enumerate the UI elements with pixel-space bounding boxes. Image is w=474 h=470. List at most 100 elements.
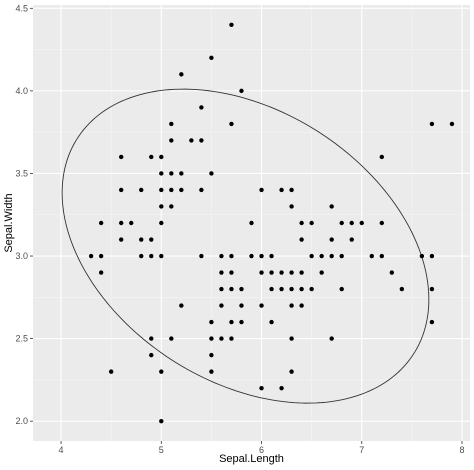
data-point (449, 121, 455, 127)
data-point (269, 319, 274, 325)
y-tick-label: 2.5 (15, 334, 28, 344)
data-point (289, 336, 294, 341)
data-point (319, 270, 324, 275)
data-point (159, 418, 164, 424)
data-point (369, 253, 374, 259)
data-point (259, 385, 264, 391)
data-point (209, 55, 214, 61)
data-point (299, 286, 304, 292)
data-point (229, 22, 234, 28)
y-tick-label: 3.0 (15, 251, 28, 261)
data-point (309, 286, 314, 292)
data-point (329, 237, 334, 242)
data-point (219, 286, 224, 292)
data-point (108, 369, 114, 374)
y-axis-title: Sepal.Width (3, 193, 15, 252)
data-point (159, 187, 164, 193)
data-point (429, 121, 435, 127)
data-point (209, 336, 214, 341)
data-point (149, 336, 154, 341)
data-point (219, 336, 224, 341)
x-axis-title: Sepal.Length (219, 453, 284, 465)
data-point (239, 303, 244, 308)
data-point (289, 369, 294, 374)
data-point (209, 171, 214, 176)
data-point (419, 253, 425, 259)
x-tick-label: 6 (259, 445, 264, 455)
data-point (339, 220, 344, 226)
data-point (98, 270, 104, 275)
data-point (299, 237, 304, 242)
data-point (119, 220, 124, 226)
data-point (239, 319, 244, 325)
data-point (119, 187, 124, 193)
data-point (299, 270, 304, 275)
data-point (119, 154, 124, 160)
data-point (149, 253, 154, 259)
data-point (259, 253, 264, 259)
data-point (229, 121, 234, 127)
data-point (289, 303, 294, 308)
data-point (199, 105, 204, 110)
data-point (279, 286, 284, 292)
data-point (259, 187, 264, 193)
data-point (229, 270, 234, 275)
data-point (169, 138, 174, 143)
data-point (169, 171, 174, 176)
y-tick-label: 3.5 (15, 168, 28, 178)
data-point (209, 319, 214, 325)
data-point (429, 253, 435, 259)
data-point (149, 352, 154, 358)
x-axis: 4 5 6 7 8 (59, 441, 464, 455)
data-point (199, 138, 204, 143)
data-point (309, 220, 314, 226)
data-point (279, 187, 284, 193)
data-point (129, 220, 134, 226)
ellipse-layer (61, 88, 430, 404)
data-point (279, 270, 284, 275)
data-point (349, 220, 354, 226)
data-point (379, 253, 384, 259)
data-point (159, 154, 164, 160)
data-point (159, 204, 164, 209)
data-point (219, 303, 224, 308)
x-tick-label: 4 (59, 445, 64, 455)
data-point (309, 253, 314, 259)
data-point (289, 204, 294, 209)
data-point (299, 303, 304, 308)
data-point (149, 237, 154, 242)
data-point (339, 286, 344, 292)
data-point (189, 138, 194, 143)
data-point (329, 204, 334, 209)
data-point (149, 154, 154, 160)
data-point (349, 237, 354, 242)
data-point (379, 154, 384, 160)
data-point (249, 253, 254, 259)
data-point (319, 253, 324, 259)
data-point (229, 319, 234, 325)
data-point (289, 187, 294, 193)
data-point (199, 253, 204, 259)
data-point (329, 253, 334, 259)
data-point (219, 270, 224, 275)
data-point (289, 286, 294, 292)
x-tick-label: 8 (459, 445, 464, 455)
data-point (159, 220, 164, 226)
y-tick-label: 4.0 (15, 86, 28, 96)
data-point (229, 336, 234, 341)
data-point (299, 220, 304, 226)
x-tick-label: 7 (359, 445, 364, 455)
data-point (269, 253, 274, 259)
y-tick-label: 4.5 (15, 3, 28, 13)
data-point (209, 369, 214, 374)
x-tick-label: 5 (159, 445, 164, 455)
data-point (169, 204, 174, 209)
data-point (179, 72, 184, 77)
data-point (269, 270, 274, 275)
data-point (289, 270, 294, 275)
data-point (139, 187, 144, 193)
data-point (169, 121, 174, 127)
data-point (199, 187, 204, 193)
points-layer (88, 22, 455, 424)
